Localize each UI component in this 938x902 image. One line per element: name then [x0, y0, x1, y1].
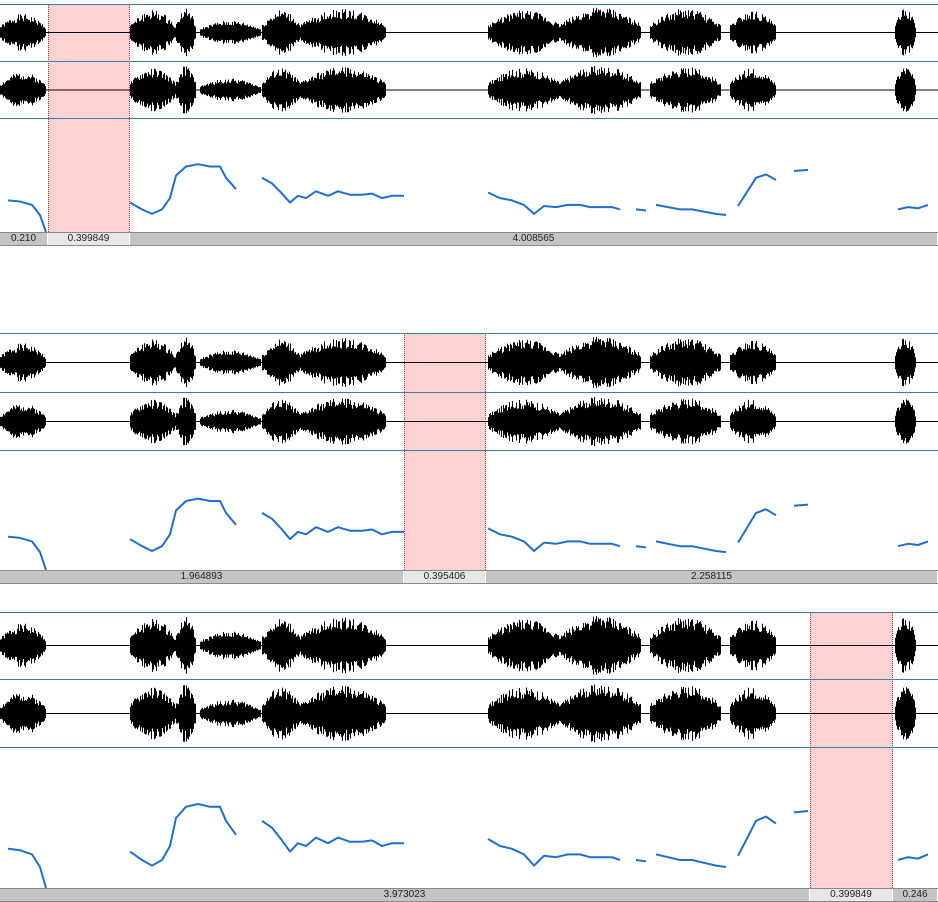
- waveform-channel-2[interactable]: [0, 393, 938, 450]
- waveform-trace: [0, 616, 938, 675]
- segment-duration: 3.973023: [383, 889, 426, 900]
- pitch-svg: [7, 803, 929, 888]
- pitch-contour: [0, 119, 938, 232]
- channel-divider: [0, 392, 938, 393]
- segment-duration: 0.246: [902, 889, 928, 900]
- pitch-line: [129, 803, 237, 867]
- channel-divider: [0, 450, 938, 451]
- editor-panel-2: 1.964893 0.395406 2.258115: [0, 330, 938, 584]
- pitch-line: [487, 527, 621, 552]
- waveform-trace: [0, 336, 938, 389]
- channel-divider: [0, 118, 938, 119]
- pitch-line: [7, 199, 47, 232]
- waveform-channel-2[interactable]: [0, 680, 938, 747]
- pitch-line: [129, 163, 237, 215]
- ruler-segment-after[interactable]: 4.008565: [130, 233, 938, 245]
- segment-duration: 0.399849: [67, 233, 110, 244]
- pitch-line: [793, 810, 809, 814]
- channel-divider: [0, 61, 938, 62]
- selection-ruler[interactable]: 0.210 0.399849 4.008565: [0, 232, 938, 246]
- pitch-line: [793, 503, 809, 507]
- pitch-line: [793, 168, 809, 172]
- waveform-svg: [0, 66, 938, 114]
- pitch-contour: [0, 451, 938, 570]
- pitch-line: [635, 859, 647, 863]
- pitch-line: [487, 191, 621, 215]
- segment-duration: 0.210: [10, 233, 37, 244]
- waveform-channel-1[interactable]: [0, 333, 938, 392]
- selection-highlight[interactable]: [810, 612, 893, 888]
- pitch-line: [7, 847, 47, 888]
- ruler-segment-selection[interactable]: 0.399849: [48, 233, 130, 245]
- waveform-channel-2[interactable]: [0, 62, 938, 118]
- editor-panel-3: 3.973023 0.399849 0.246: [0, 608, 938, 902]
- pitch-line: [897, 203, 929, 211]
- waveform-svg: [0, 397, 938, 446]
- pitch-line: [655, 540, 727, 554]
- ruler-segment-after[interactable]: 2.258115: [486, 571, 938, 583]
- segment-duration: 1.964893: [180, 571, 223, 582]
- ruler-segment-after[interactable]: 0.246: [893, 889, 938, 901]
- waveform-svg: [0, 7, 938, 58]
- selection-ruler[interactable]: 1.964893 0.395406 2.258115: [0, 570, 938, 584]
- pitch-contour: [0, 748, 938, 888]
- pitch-line: [897, 853, 929, 861]
- pitch-line: [635, 208, 647, 212]
- ruler-segment-before[interactable]: 3.973023: [0, 889, 810, 901]
- pitch-line: [129, 497, 237, 552]
- segment-duration: 4.008565: [512, 233, 555, 244]
- pitch-line: [261, 512, 404, 541]
- waveform-channel-1[interactable]: [0, 612, 938, 679]
- channel-divider: [0, 4, 938, 5]
- pitch-line: [635, 545, 647, 549]
- pitch-line: [261, 819, 404, 853]
- ruler-segment-selection[interactable]: 0.395406: [404, 571, 486, 583]
- pitch-svg: [7, 163, 929, 232]
- waveform-channel-1[interactable]: [0, 4, 938, 61]
- ruler-segment-selection[interactable]: 0.399849: [810, 889, 893, 901]
- pitch-line: [897, 540, 929, 548]
- selection-highlight[interactable]: [404, 333, 486, 570]
- waveform-svg: [0, 684, 938, 743]
- pitch-line: [7, 535, 47, 570]
- pitch-line: [737, 173, 777, 207]
- pitch-line: [655, 203, 727, 216]
- ruler-segment-before[interactable]: 0.210: [0, 233, 48, 245]
- waveform-trace: [0, 684, 938, 743]
- pitch-line: [487, 838, 621, 867]
- pitch-line: [737, 508, 777, 544]
- waveform-svg: [0, 616, 938, 675]
- pitch-line: [737, 815, 777, 857]
- segment-duration: 0.395406: [423, 571, 466, 582]
- waveform-trace: [0, 66, 938, 114]
- channel-divider: [0, 747, 938, 748]
- channel-divider: [0, 679, 938, 680]
- segment-duration: 2.258115: [691, 571, 732, 582]
- ruler-segment-before[interactable]: 1.964893: [0, 571, 404, 583]
- channel-divider: [0, 333, 938, 334]
- pitch-svg: [7, 497, 929, 570]
- channel-divider: [0, 612, 938, 613]
- waveform-trace: [0, 7, 938, 58]
- pitch-line: [261, 176, 404, 204]
- selection-ruler[interactable]: 3.973023 0.399849 0.246: [0, 888, 938, 902]
- pitch-line: [655, 853, 727, 868]
- segment-duration: 0.399849: [830, 889, 872, 900]
- waveform-svg: [0, 336, 938, 389]
- waveform-trace: [0, 397, 938, 446]
- editor-panel-1: 0.210 0.399849 4.008565: [0, 0, 938, 250]
